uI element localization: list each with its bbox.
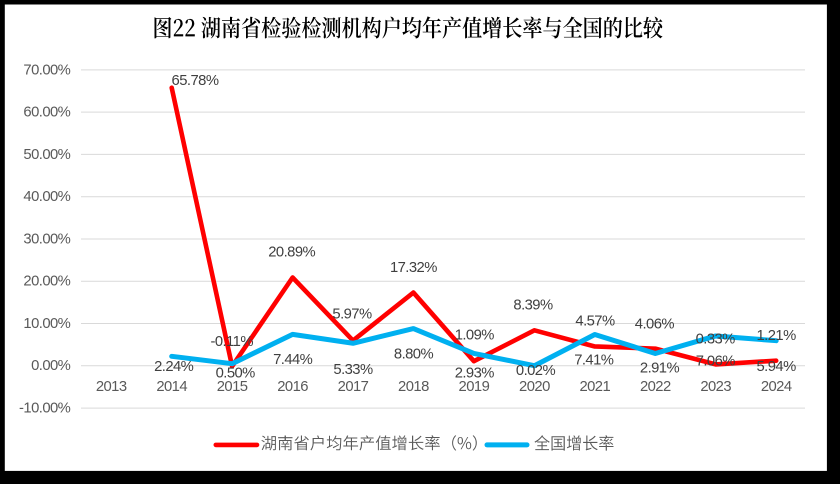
svg-text:50.00%: 50.00% <box>23 147 70 163</box>
svg-text:-0.11%: -0.11% <box>210 334 253 350</box>
svg-text:17.32%: 17.32% <box>390 260 437 276</box>
svg-text:20.00%: 20.00% <box>23 274 70 290</box>
svg-text:-10.00%: -10.00% <box>19 401 71 417</box>
svg-text:7.41%: 7.41% <box>574 353 614 369</box>
svg-text:40.00%: 40.00% <box>23 189 70 205</box>
svg-text:2024: 2024 <box>761 379 792 395</box>
svg-text:2.24%: 2.24% <box>154 359 194 375</box>
svg-text:8.39%: 8.39% <box>513 297 553 313</box>
svg-text:7.44%: 7.44% <box>273 352 313 368</box>
svg-text:10.00%: 10.00% <box>23 316 70 332</box>
svg-text:2019: 2019 <box>459 379 490 395</box>
svg-text:60.00%: 60.00% <box>23 105 70 121</box>
svg-text:2014: 2014 <box>156 379 187 395</box>
svg-text:2013: 2013 <box>96 379 127 395</box>
svg-text:0.02%: 0.02% <box>516 363 556 379</box>
svg-text:1.09%: 1.09% <box>455 328 495 344</box>
svg-text:30.00%: 30.00% <box>23 231 70 247</box>
svg-text:2.91%: 2.91% <box>640 360 680 376</box>
svg-text:0.00%: 0.00% <box>31 358 71 374</box>
svg-text:5.94%: 5.94% <box>756 359 796 375</box>
svg-text:20.89%: 20.89% <box>268 245 315 261</box>
svg-text:2015: 2015 <box>217 379 248 395</box>
svg-text:65.78%: 65.78% <box>172 73 219 89</box>
svg-text:2016: 2016 <box>277 379 308 395</box>
svg-text:2022: 2022 <box>640 379 671 395</box>
svg-text:2.93%: 2.93% <box>455 366 495 382</box>
svg-text:2018: 2018 <box>398 379 429 395</box>
svg-text:70.00%: 70.00% <box>23 62 70 78</box>
svg-text:0.33%: 0.33% <box>696 332 736 348</box>
svg-text:2020: 2020 <box>519 379 550 395</box>
svg-text:0.50%: 0.50% <box>216 365 256 381</box>
svg-text:2023: 2023 <box>700 379 731 395</box>
svg-text:2021: 2021 <box>579 379 610 395</box>
svg-text:7.06%: 7.06% <box>696 354 736 370</box>
svg-text:5.97%: 5.97% <box>332 307 372 323</box>
svg-text:1.21%: 1.21% <box>756 328 796 344</box>
svg-text:8.80%: 8.80% <box>394 347 434 363</box>
svg-text:4.06%: 4.06% <box>635 317 675 333</box>
svg-text:4.57%: 4.57% <box>575 313 615 329</box>
svg-text:5.33%: 5.33% <box>333 362 373 378</box>
svg-text:2017: 2017 <box>338 379 369 395</box>
